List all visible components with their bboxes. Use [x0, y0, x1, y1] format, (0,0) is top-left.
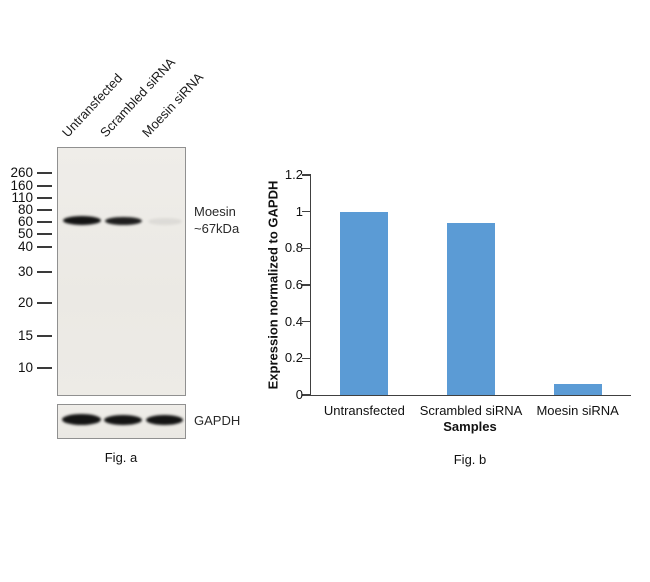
- gapdh-label: GAPDH: [194, 413, 241, 428]
- mw-marker-label: 60: [17, 214, 33, 229]
- mw-marker-label: 30: [17, 264, 33, 279]
- x-axis-title: Samples: [443, 419, 497, 434]
- mw-marker-tick: [37, 367, 52, 369]
- mw-marker-tick: [37, 335, 52, 337]
- y-tick-label: 1.2: [284, 167, 303, 182]
- protein-band: [146, 415, 183, 425]
- mw-marker-tick: [37, 197, 52, 199]
- plot-area: 0 0.2 0.4 0.6 0.8 1 1.2 Untransfected Scrambled …: [285, 167, 631, 418]
- y-tick-label: 1: [295, 203, 303, 219]
- y-tick-label: 0.8: [284, 240, 303, 256]
- bar-scrambled-sirna: [447, 222, 495, 395]
- y-tick-label: 0.4: [284, 313, 303, 329]
- mw-marker-tick: [37, 302, 52, 304]
- mw-marker-label: 260: [10, 165, 33, 180]
- y-tick-label: 0: [295, 387, 303, 402]
- bar-untransfected: [340, 211, 389, 395]
- y-tick-mark: [302, 357, 311, 360]
- gapdh-blot-image: [57, 404, 186, 439]
- y-tick-mark: [302, 210, 311, 213]
- y-tick-mark: [302, 394, 311, 396]
- protein-band: [62, 414, 101, 425]
- x-category-label: Scrambled siRNA: [419, 403, 523, 418]
- mw-marker-label: 10: [17, 360, 33, 375]
- mw-marker-label: 110: [11, 190, 33, 205]
- mw-marker-label: 40: [17, 239, 33, 254]
- protein-band: [63, 216, 101, 225]
- mw-marker-label: 20: [17, 295, 33, 310]
- moesin-band-label: Moesin ~67kDa: [194, 203, 239, 237]
- y-tick-label: 0.2: [284, 350, 303, 366]
- fig-b-caption: Fig. b: [453, 452, 487, 467]
- mw-marker-label: 160: [10, 178, 33, 193]
- protein-band: [104, 415, 142, 425]
- y-tick-mark: [302, 247, 311, 250]
- mw-marker-tick: [37, 233, 52, 235]
- y-tick-mark: [302, 284, 311, 286]
- protein-band: [105, 217, 142, 225]
- mw-marker-tick: [37, 271, 52, 273]
- y-tick-mark: [302, 320, 311, 323]
- mw-marker-label: 80: [17, 202, 33, 217]
- mw-marker-tick: [37, 185, 52, 187]
- mw-marker-tick: [37, 221, 52, 223]
- mw-marker-tick: [37, 209, 52, 211]
- y-tick-label: 0.6: [284, 277, 303, 292]
- moesin-band-label-line2: ~67kDa: [194, 221, 240, 236]
- x-category-label: Untransfected: [323, 403, 405, 418]
- bar-moesin-sirna: [553, 384, 602, 395]
- y-tick-mark: [302, 174, 311, 176]
- mw-marker-label: 50: [17, 226, 33, 241]
- mw-marker-tick: [37, 172, 52, 174]
- mw-marker-label: 15: [17, 328, 33, 343]
- fig-a-caption: Fig. a: [104, 450, 138, 465]
- protein-band: [148, 218, 182, 225]
- x-category-label: Moesin siRNA: [536, 403, 619, 418]
- mw-marker-tick: [37, 246, 52, 248]
- moesin-band-label-line1: Moesin: [194, 204, 236, 219]
- moesin-blot-image: [57, 147, 186, 396]
